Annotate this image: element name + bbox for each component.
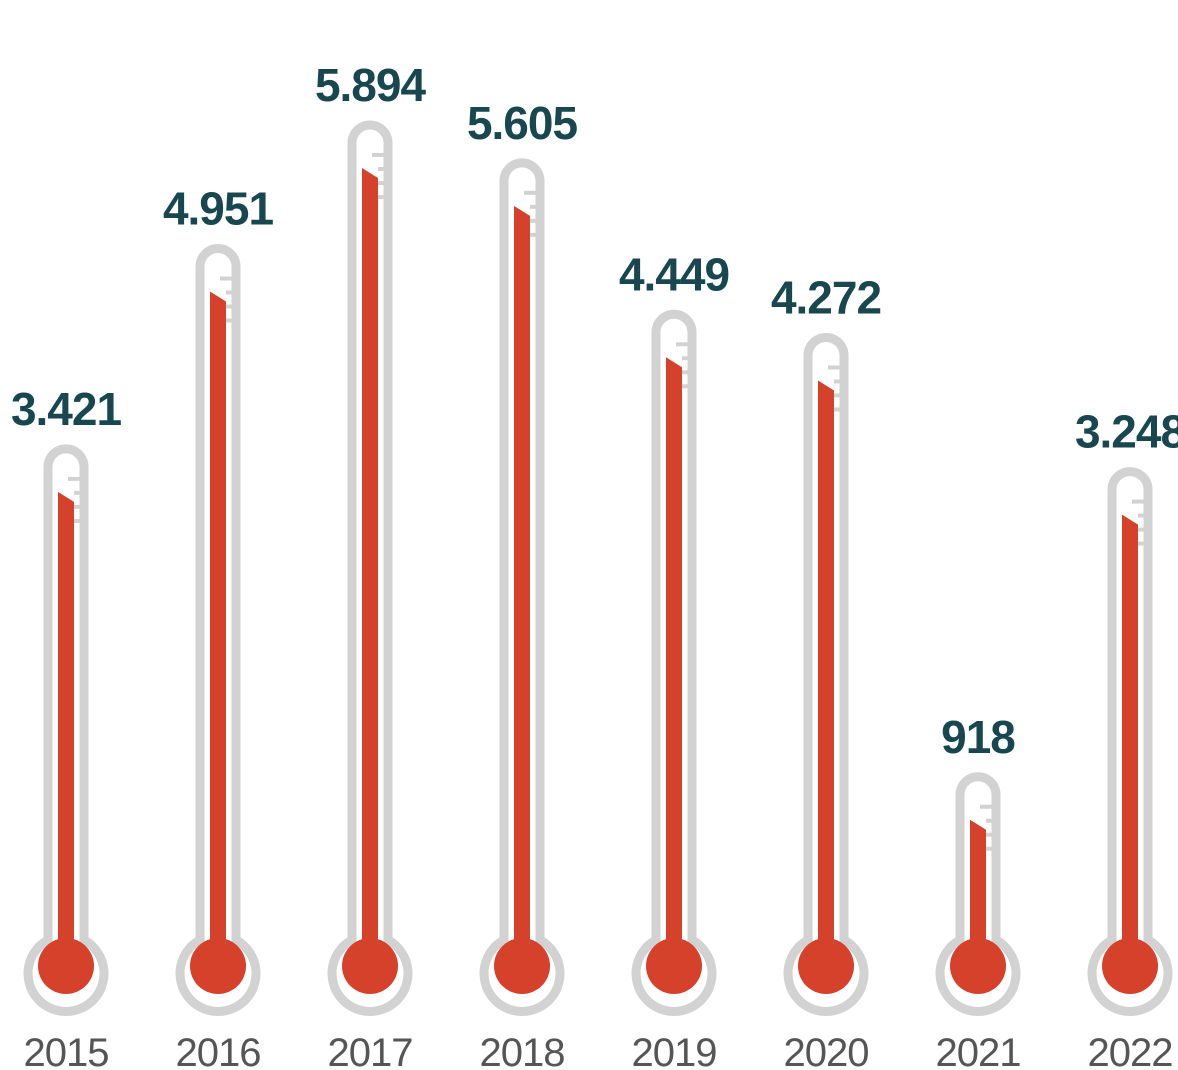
x-tick-label: 2020: [784, 1031, 869, 1070]
bar-2015: [58, 491, 74, 940]
thermometer: 4.272 2020: [771, 271, 882, 1070]
x-tick-label: 2016: [176, 1031, 261, 1070]
data-label: 4.449: [619, 248, 729, 300]
data-label: 3.248: [1075, 406, 1178, 458]
bar-2016: [210, 291, 226, 940]
x-tick-label: 2022: [1088, 1031, 1173, 1070]
data-label: 918: [941, 711, 1015, 763]
x-tick-label: 2015: [24, 1031, 109, 1070]
data-label: 5.894: [315, 59, 427, 111]
thermometer: 3.421 2015: [11, 383, 123, 1070]
data-label: 3.421: [11, 383, 122, 435]
thermometer: 5.605 2018: [467, 97, 579, 1070]
thermometer-bulb: [646, 938, 702, 994]
thermometer-bulb: [190, 938, 246, 994]
thermometer: 918 2021: [936, 711, 1022, 1070]
bar-2021: [970, 819, 986, 940]
thermometer-bulb: [798, 938, 854, 994]
bar-2017: [362, 168, 378, 940]
x-tick-label: 2021: [936, 1031, 1021, 1070]
data-label: 4.272: [771, 271, 881, 323]
x-tick-label: 2018: [480, 1031, 565, 1070]
thermometer-group: 3.421 2015 4.951 2016 5.894 2017 5.605 2018 4.44…: [11, 59, 1178, 1070]
thermometer-bulb: [342, 938, 398, 994]
thermometer: 4.951 2016: [163, 183, 275, 1070]
bar-2018: [514, 205, 530, 941]
thermometer: 5.894 2017: [315, 59, 428, 1070]
thermometer-bulb: [494, 938, 550, 994]
x-tick-label: 2017: [328, 1031, 413, 1070]
thermometer-bulb: [1102, 938, 1158, 994]
thermometer-bulb: [950, 938, 1006, 994]
bar-2020: [818, 380, 834, 940]
bar-2022: [1122, 514, 1138, 940]
thermometer: 3.248 2022: [1075, 406, 1178, 1070]
x-tick-label: 2019: [632, 1031, 717, 1070]
data-label: 5.605: [467, 97, 578, 149]
data-label: 4.951: [163, 183, 274, 235]
thermometer-bulb: [38, 938, 94, 994]
thermometer: 4.449 2019: [619, 248, 730, 1070]
bar-2019: [666, 357, 682, 940]
